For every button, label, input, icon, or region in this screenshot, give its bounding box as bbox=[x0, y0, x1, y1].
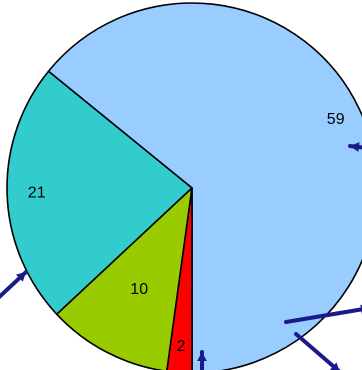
leader-arrowhead-5 bbox=[350, 142, 360, 152]
data-label-10: 10 bbox=[130, 281, 148, 298]
data-label-2: 2 bbox=[177, 338, 186, 355]
pie-slice-2 bbox=[166, 187, 193, 370]
data-label-59: 59 bbox=[327, 111, 345, 128]
pie-slice-10 bbox=[56, 187, 193, 370]
leader-line-2 bbox=[284, 307, 362, 324]
leader-lines-layer bbox=[0, 142, 362, 370]
leader-line-3 bbox=[294, 332, 341, 370]
pie-slice-21 bbox=[6, 70, 193, 316]
leader-arrowhead-1 bbox=[16, 272, 26, 282]
data-label-21: 21 bbox=[28, 185, 46, 202]
pie-slice-59 bbox=[47, 2, 362, 370]
data-labels-layer: 59 21 10 2 bbox=[28, 111, 345, 355]
slices-layer bbox=[6, 2, 362, 370]
leader-arrowhead-3 bbox=[330, 362, 340, 370]
leader-arrowhead-4 bbox=[197, 352, 207, 361]
